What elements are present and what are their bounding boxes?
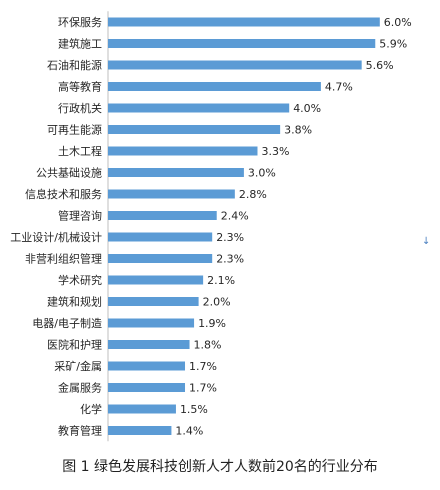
data-label: 1.7% xyxy=(189,382,217,395)
category-label: 高等教育 xyxy=(58,80,102,94)
category-label: 信息技术和服务 xyxy=(25,187,102,201)
category-label: 行政机关 xyxy=(58,101,102,115)
bar xyxy=(108,275,204,285)
category-label: 化学 xyxy=(80,402,102,416)
category-label: 工业设计/机械设计 xyxy=(10,230,102,244)
bar xyxy=(108,211,217,220)
bar xyxy=(108,168,244,177)
data-label: 3.3% xyxy=(261,145,289,158)
data-label: 1.4% xyxy=(175,425,203,438)
text-cursor-icon: ↓ xyxy=(422,236,431,247)
category-label: 教育管理 xyxy=(58,424,102,438)
figure-caption: 图 1 绿色发展科技创新人才人数前20名的行业分布 xyxy=(62,459,378,475)
data-label: 2.0% xyxy=(203,296,231,309)
data-label: 1.7% xyxy=(189,360,217,373)
chart-svg: 环保服务 6.0% 建筑施工 5.9% 石油和能源 5.6% 高等教育 4.7% 行政机关 4.0… xyxy=(10,11,412,442)
bar-chart: 环保服务 6.0% 建筑施工 5.9% 石油和能源 5.6% 高等教育 4.7% 行政机关 4.0… xyxy=(10,11,412,442)
data-label: 6.0% xyxy=(384,16,412,29)
data-label: 4.0% xyxy=(293,102,321,115)
category-label: 管理咨询 xyxy=(58,209,102,223)
category-label: 医院和护理 xyxy=(47,338,102,352)
bar xyxy=(108,340,190,349)
category-label: 公共基础设施 xyxy=(36,167,102,180)
data-label: 1.8% xyxy=(194,339,222,352)
bar xyxy=(108,297,199,306)
data-label: 5.9% xyxy=(379,38,407,51)
category-label: 建筑和规划 xyxy=(47,295,102,309)
bar xyxy=(108,17,380,27)
bar xyxy=(108,426,172,435)
category-label: 电器/电子制造 xyxy=(32,316,102,330)
category-label: 可再生能源 xyxy=(47,123,102,137)
category-label: 非营利组织管理 xyxy=(25,252,102,266)
data-label: 1.5% xyxy=(180,403,208,416)
category-label: 采矿/金属 xyxy=(54,359,102,373)
data-label: 2.8% xyxy=(239,188,267,201)
data-label: 3.0% xyxy=(248,167,276,180)
bar xyxy=(108,146,258,156)
category-label: 金属服务 xyxy=(58,381,102,395)
data-label: 2.4% xyxy=(221,210,249,223)
data-label: 1.9% xyxy=(198,317,226,330)
category-label: 环保服务 xyxy=(58,15,102,29)
data-label: 4.7% xyxy=(325,81,353,94)
category-label: 学术研究 xyxy=(58,273,102,287)
category-label: 土木工程 xyxy=(58,145,102,158)
bar xyxy=(108,103,290,113)
bar xyxy=(108,39,376,48)
bar xyxy=(108,383,186,392)
category-label: 建筑施工 xyxy=(58,37,102,51)
bar xyxy=(108,232,213,242)
bar xyxy=(108,189,235,199)
data-label: 2.1% xyxy=(207,274,235,287)
data-label: 2.3% xyxy=(216,231,244,244)
bar xyxy=(108,318,195,328)
bar xyxy=(108,404,176,414)
data-label: 2.3% xyxy=(216,253,244,266)
bar xyxy=(108,60,362,70)
category-label: 石油和能源 xyxy=(47,58,102,72)
bar xyxy=(108,254,213,263)
data-label: 3.8% xyxy=(284,124,312,137)
bar xyxy=(108,125,281,134)
data-label: 5.6% xyxy=(366,59,394,72)
bar xyxy=(108,361,186,371)
bar xyxy=(108,82,321,91)
